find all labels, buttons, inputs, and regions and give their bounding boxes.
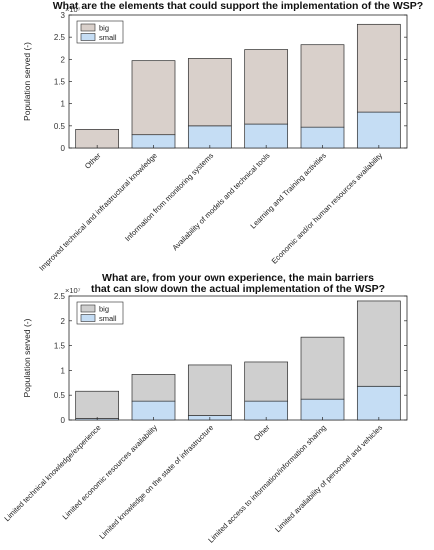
x-category-label: Limited knowledge on the state of infras… — [97, 423, 215, 541]
bar-big — [300, 44, 345, 128]
bar-big — [75, 390, 120, 419]
y-tick-label: 2 — [61, 55, 66, 64]
bar-small — [244, 123, 289, 149]
y-tick-label: 1 — [61, 366, 66, 375]
bar-big — [187, 58, 232, 127]
legend-swatch-big — [80, 23, 96, 32]
y-tick-label: 0.5 — [54, 391, 66, 400]
y-tick-label: 0.5 — [54, 122, 66, 131]
chart-1: What are the elements that could support… — [22, 0, 423, 273]
x-category-label: Economic and/or human resources availabi… — [270, 151, 385, 266]
bar-big — [131, 60, 176, 136]
y-exponent-label: ×10⁷ — [65, 5, 81, 14]
legend-swatch-small — [80, 314, 96, 322]
chart-title-line: What are the elements that could support… — [53, 0, 423, 12]
y-axis-label: Population served (-) — [22, 318, 32, 397]
legend-swatch-small — [80, 33, 96, 41]
bar-small — [356, 385, 401, 421]
bar-small — [187, 125, 232, 149]
x-category-label: Limited technical knowledge/experience — [2, 423, 102, 523]
y-tick-label: 2.5 — [54, 33, 66, 42]
y-tick-label: 3 — [61, 11, 66, 20]
y-tick-label: 1 — [61, 100, 66, 109]
legend-label-small: small — [99, 314, 117, 323]
bar-big — [244, 361, 289, 402]
y-tick-label: 1.5 — [54, 342, 66, 351]
y-exponent-label: ×10⁷ — [65, 286, 81, 295]
bar-small — [300, 126, 345, 149]
plot-area-frame — [68, 295, 408, 421]
bar-big — [187, 364, 232, 416]
chart-title-line: that can slow down the actual implementa… — [91, 283, 385, 295]
legend-swatch-big — [80, 304, 96, 313]
legend-label-big: big — [99, 305, 109, 314]
y-tick-label: 2 — [61, 317, 66, 326]
y-tick-label: 0 — [61, 416, 66, 425]
chart-title-line: What are, from your own experience, the … — [102, 272, 374, 284]
x-category-label: Availability of models and technical too… — [170, 151, 271, 252]
x-category-label: Limited access to information/informatio… — [206, 423, 328, 545]
bar-big — [131, 374, 176, 402]
bar-big — [356, 23, 401, 113]
legend-label-big: big — [99, 24, 109, 33]
bar-small — [356, 111, 401, 149]
x-category-label: Improved technical and infrastructural k… — [37, 151, 159, 273]
x-category-label: Other — [252, 423, 272, 443]
chart-2: What are, from your own experience, the … — [2, 272, 408, 545]
x-category-label: Information from monitoring systems — [123, 151, 215, 243]
legend-label-small: small — [99, 33, 117, 42]
y-tick-label: 1.5 — [54, 78, 66, 87]
x-category-label: Limited economic resources availability — [61, 423, 160, 522]
y-tick-label: 2.5 — [54, 292, 66, 301]
bar-small — [300, 398, 345, 421]
y-axis-label: Population served (-) — [22, 42, 32, 121]
plot-area-frame — [68, 14, 408, 149]
x-category-label: Other — [83, 151, 103, 171]
y-tick-label: 0 — [61, 144, 66, 153]
bar-big — [244, 49, 289, 125]
x-category-label: Limited availability of personnel and ve… — [273, 423, 384, 534]
bar-big — [300, 336, 345, 400]
bar-big — [356, 300, 401, 387]
